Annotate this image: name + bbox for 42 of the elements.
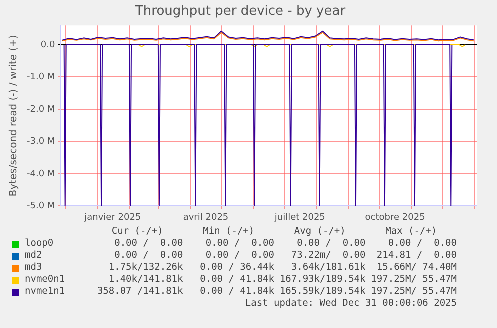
text: Max (-/+) — [384, 226, 438, 238]
text: 165.59k/189.54k — [278, 286, 366, 298]
text: Last update: Wed Dec 31 00:00:06 2025 — [244, 298, 457, 310]
text: 0.00 / 0.00 — [204, 238, 274, 250]
text: 15.66M/ 74.40M — [376, 262, 457, 274]
legend-label: md2 — [25, 250, 42, 262]
legend-label: nvme1n1 — [25, 286, 66, 298]
text: 0.00 / 41.84k — [199, 274, 274, 286]
text: 0.00 / 0.00 — [204, 250, 274, 262]
text: 1.40k/141.81k — [108, 274, 184, 286]
y-tick-label: -3.0 M — [27, 137, 56, 148]
text: 0.00 / 41.84k — [199, 286, 274, 298]
x-tick-label: janvier 2025 — [84, 212, 142, 223]
text: 197.25M/ 55.47M — [370, 286, 457, 298]
chart-title: Throughput per device - by year — [134, 4, 346, 20]
text: 0.00 / 0.00 — [114, 250, 184, 262]
x-tick-label: juillet 2025 — [274, 212, 326, 223]
text: 197.25M/ 55.47M — [370, 274, 457, 286]
text: 0.00 / 0.00 — [387, 238, 457, 250]
legend-label: loop0 — [25, 238, 54, 250]
y-tick-label: -4.0 M — [27, 169, 56, 180]
y-tick-label: -1.0 M — [27, 72, 56, 83]
y-axis-title: Bytes/second read (-) / write (+) — [8, 35, 20, 197]
x-tick-label: avril 2025 — [183, 212, 229, 223]
legend-label: nvme0n1 — [25, 274, 66, 286]
text: 358.07 /141.81k — [96, 286, 184, 298]
text: 1.75k/132.26k — [108, 262, 184, 274]
y-tick-label: -2.0 M — [27, 104, 56, 115]
y-tick-label: -5.0 M — [27, 202, 56, 212]
legend-label: md3 — [25, 262, 42, 274]
text: Cur (-/+) — [110, 226, 164, 238]
text: 3.64k/181.61k — [290, 262, 366, 274]
text: 0.00 / 36.44k — [199, 262, 274, 274]
text: 167.93k/189.54k — [278, 274, 366, 286]
text: 73.22m/ 0.00 — [290, 250, 366, 262]
text: 0.00 / 0.00 — [296, 238, 366, 250]
x-tick-label: octobre 2025 — [365, 212, 426, 223]
y-tick-label: 0.0 — [40, 40, 56, 50]
text: Avg (-/+) — [293, 226, 347, 238]
text: 214.81 / 0.00 — [376, 250, 457, 262]
text: 0.00 / 0.00 — [114, 238, 184, 250]
text: Min (-/+) — [202, 226, 256, 238]
